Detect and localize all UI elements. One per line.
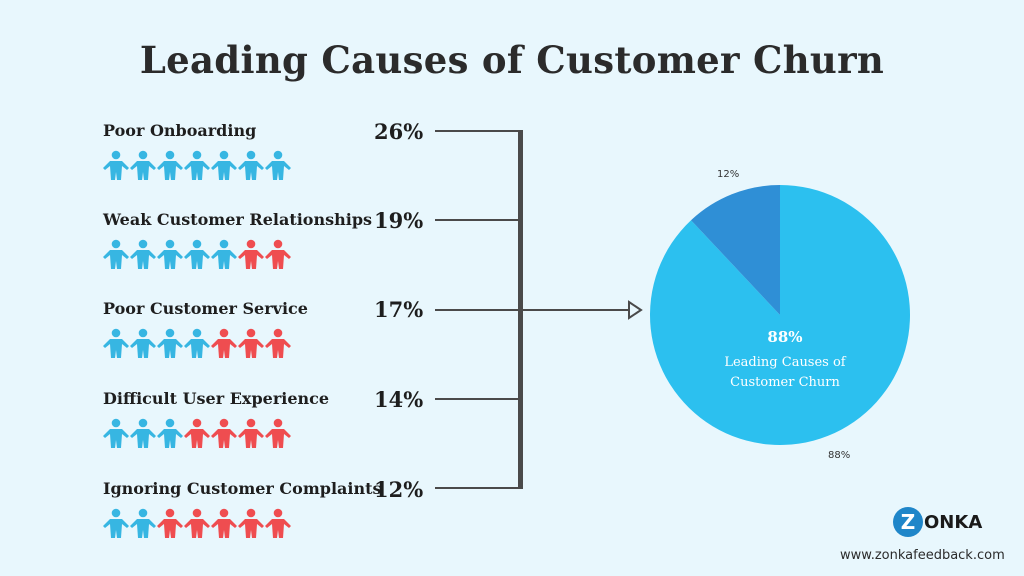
person-icon-blue	[184, 150, 210, 180]
person-icon-red	[238, 508, 264, 538]
website-url[interactable]: www.zonkafeedback.com	[840, 548, 1005, 563]
person-icon-blue	[130, 150, 156, 180]
people-row	[103, 418, 298, 449]
connector-spine	[518, 130, 523, 489]
person-icon-red	[238, 239, 264, 269]
pie-chart	[630, 165, 930, 469]
person-icon-blue	[103, 239, 129, 269]
pie-center-label-line: Leading Causes of	[724, 355, 846, 370]
person-icon-blue	[265, 150, 291, 180]
person-icon-red	[238, 418, 264, 448]
person-icon-blue	[103, 418, 129, 448]
cause-percent-ignoring-complaints: 12%	[374, 477, 424, 502]
cause-label-weak-relationships: Weak Customer Relationships	[103, 210, 373, 229]
person-icon-blue	[157, 239, 183, 269]
arrow-head-icon	[628, 300, 643, 320]
people-row	[103, 508, 298, 539]
pie-center-label-line: Customer Churn	[730, 375, 840, 390]
pie-slice-label-small: 12%	[717, 169, 740, 180]
cause-percent-poor-service: 17%	[374, 297, 424, 322]
people-icons	[103, 239, 291, 269]
person-icon-blue	[157, 328, 183, 358]
person-icon-blue	[184, 239, 210, 269]
cause-label-poor-onboarding: Poor Onboarding	[103, 121, 257, 140]
person-icon-blue	[157, 150, 183, 180]
person-icon-blue	[103, 150, 129, 180]
person-icon-red	[184, 508, 210, 538]
person-icon-red	[211, 508, 237, 538]
person-icon-blue	[130, 239, 156, 269]
person-icon-blue	[103, 328, 129, 358]
logo-badge-icon: Z	[893, 507, 923, 537]
person-icon-blue	[157, 418, 183, 448]
person-icon-red	[265, 239, 291, 269]
cause-label-poor-service: Poor Customer Service	[103, 299, 308, 318]
person-icon-red	[184, 418, 210, 448]
pie-slice-label-main: 88%	[828, 450, 851, 461]
person-icon-red	[265, 418, 291, 448]
person-icon-blue	[103, 508, 129, 538]
people-row	[103, 150, 298, 181]
pie-slice-main	[650, 185, 910, 446]
pie-svg	[650, 185, 910, 446]
people-icons	[103, 418, 291, 448]
people-row	[103, 328, 298, 359]
person-icon-red	[211, 328, 237, 358]
people-icons	[103, 328, 291, 358]
person-icon-red	[265, 328, 291, 358]
zonka-logo: Z ONKA	[893, 507, 982, 537]
pie-slice-small	[691, 185, 780, 315]
person-icon-blue	[130, 418, 156, 448]
person-icon-blue	[238, 150, 264, 180]
cause-percent-difficult-ux: 14%	[374, 387, 424, 412]
person-icon-blue	[184, 328, 210, 358]
person-icon-red	[265, 508, 291, 538]
logo-text: ONKA	[924, 511, 983, 533]
cause-percent-poor-onboarding: 26%	[374, 119, 424, 144]
page-title: Leading Causes of Customer Churn	[139, 38, 885, 82]
people-row	[103, 239, 298, 270]
people-icons	[103, 508, 291, 538]
person-icon-blue	[211, 150, 237, 180]
cause-label-difficult-ux: Difficult User Experience	[103, 389, 330, 408]
person-icon-red	[157, 508, 183, 538]
person-icon-blue	[211, 239, 237, 269]
person-icon-blue	[130, 328, 156, 358]
person-icon-blue	[130, 508, 156, 538]
pie-center-value: 88%	[767, 328, 803, 346]
people-icons	[103, 150, 291, 180]
person-icon-red	[238, 328, 264, 358]
pie-center-label: Leading Causes of Customer Churn	[718, 353, 852, 393]
cause-percent-weak-relationships: 19%	[374, 208, 424, 233]
cause-label-ignoring-complaints: Ignoring Customer Complaints	[103, 479, 382, 498]
person-icon-red	[211, 418, 237, 448]
